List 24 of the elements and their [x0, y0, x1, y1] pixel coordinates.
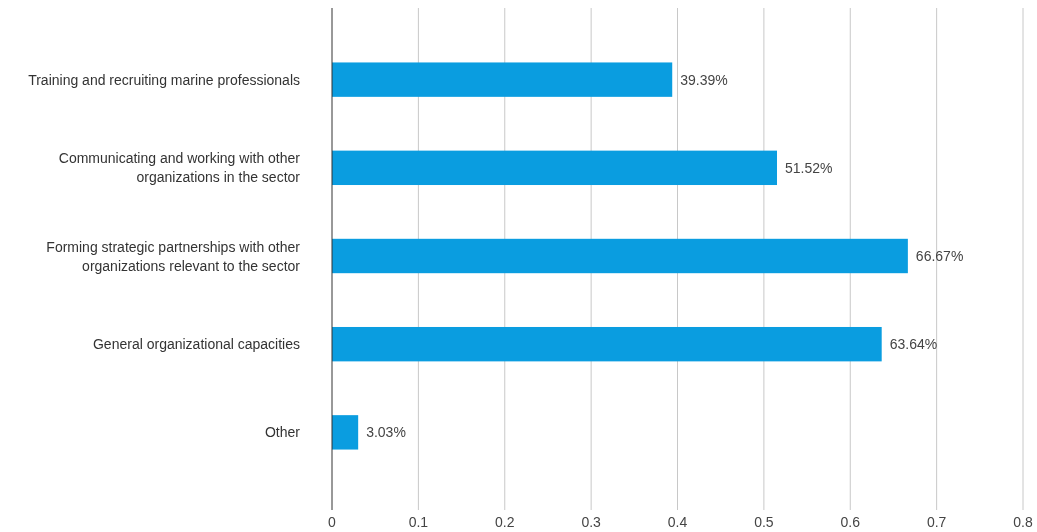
- bar: [332, 238, 908, 274]
- x-tick-label: 0.4: [667, 514, 688, 530]
- data-label: 39.39%: [680, 71, 728, 88]
- x-tick-label: 0.2: [495, 514, 515, 530]
- data-label: 63.64%: [889, 336, 938, 353]
- x-tick-label: 0.3: [581, 514, 602, 530]
- x-tick-label: 0.6: [840, 514, 861, 530]
- x-tick-label: 0.8: [1013, 514, 1033, 530]
- y-tick-label: Forming strategic partnerships with other organizations relevant to the sector: [46, 238, 301, 274]
- x-tick-label: 0.5: [754, 514, 774, 530]
- y-tick-label: Communicating and working with other organizations in the sector: [58, 150, 301, 186]
- x-tick-label: 0: [328, 514, 337, 530]
- bar: [332, 62, 673, 97]
- data-label: 51.52%: [785, 159, 833, 176]
- bar: [332, 415, 359, 450]
- y-tick-label: General organizational capacities: [92, 336, 300, 353]
- bar: [332, 150, 777, 186]
- x-tick-label: 0.7: [926, 514, 947, 530]
- data-label: 66.67%: [915, 248, 964, 264]
- bar: [332, 326, 882, 362]
- data-label: 3.03%: [366, 424, 406, 441]
- x-tick-label: 0.1: [408, 514, 429, 530]
- y-tick-label: Other: [264, 424, 301, 441]
- y-tick-label: Training and recruiting marine professionals: [28, 71, 300, 88]
